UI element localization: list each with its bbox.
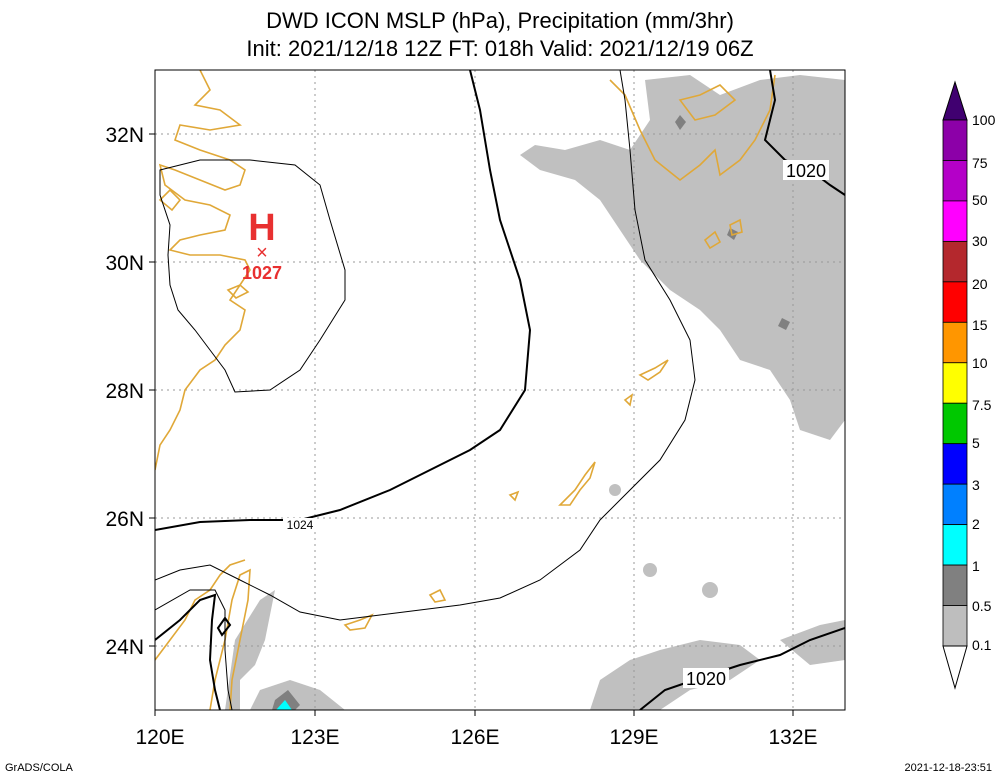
- precip-spot-2: [609, 484, 621, 496]
- coast-kyushu-2: [678, 84, 737, 121]
- map-subtitle: Init: 2021/12/18 12Z FT: 018h Valid: 202…: [246, 36, 754, 61]
- precip-cyan-patch: [276, 700, 292, 710]
- precip-patch-2: [778, 318, 790, 330]
- isobar-1028-high: [159, 159, 346, 393]
- coast-amami: [729, 218, 743, 237]
- coast-ryukyu-1: [638, 359, 669, 381]
- cb-label-1: 1: [972, 558, 980, 574]
- precip-colorbar: 100 75 50 30 20 15 10 7.5 5 3 2 1 0.5 0.…: [942, 80, 996, 690]
- precip-area-northeast: [520, 75, 845, 440]
- coast-china-mainland: [155, 70, 251, 471]
- coastlines: [155, 70, 776, 710]
- isobar-1024: [155, 70, 532, 531]
- coast-yaeyama: [343, 613, 374, 631]
- colorbar-bottom-arrow: [942, 645, 968, 690]
- x-tick-126e: 126E: [450, 726, 499, 749]
- cb-label-2: 2: [972, 516, 980, 532]
- colorbar-box: [942, 402, 968, 445]
- cb-label-75: 75: [972, 155, 988, 171]
- colorbar-box: [942, 119, 968, 161]
- precip-area-east: [780, 250, 845, 400]
- colorbar-labels: 100 75 50 30 20 15 10 7.5 5 3 2 1 0.5 0.…: [972, 112, 996, 653]
- y-tick-32n: 32N: [105, 124, 144, 147]
- isobar-label-1020-ne: 1020: [786, 161, 826, 181]
- colorbar-box: [942, 524, 968, 566]
- isobar-taiwan-2: [155, 589, 233, 710]
- y-tick-30n: 30N: [105, 252, 144, 275]
- coast-tanegashima: [703, 230, 722, 250]
- y-tick-26n: 26N: [105, 508, 144, 531]
- cb-label-7-5: 7.5: [972, 397, 992, 413]
- cb-label-100: 100: [972, 112, 996, 128]
- cb-label-15: 15: [972, 317, 988, 333]
- isobar-labels: 1024 1020 1020: [283, 160, 829, 689]
- high-value: 1027: [242, 263, 282, 283]
- coast-ryukyu-3: [508, 490, 520, 502]
- precip-spot-3: [643, 563, 657, 577]
- colorbar-box: [942, 605, 968, 647]
- colorbar-box: [942, 443, 968, 485]
- precip-area-southeast: [590, 640, 760, 710]
- axis-ticks: [149, 133, 794, 716]
- isobar-taiwan-3: [216, 616, 232, 637]
- colorbar-box: [942, 483, 968, 526]
- precip-area-southeast-2: [780, 620, 845, 665]
- x-tick-120e: 120E: [135, 726, 184, 749]
- precip-patch-4: [272, 690, 300, 710]
- x-tick-129e: 129E: [609, 726, 658, 749]
- colorbar-box: [942, 321, 968, 364]
- isobar-1022: [155, 70, 696, 621]
- x-tick-123e: 123E: [290, 726, 339, 749]
- cb-label-20: 20: [972, 276, 988, 292]
- colorbar-box: [942, 240, 968, 283]
- precip-patch-1: [675, 115, 686, 130]
- precip-spot-1: [702, 582, 718, 598]
- coast-jiangsu: [158, 188, 182, 212]
- coast-kyushu: [609, 74, 776, 182]
- coast-ryukyu-okinawa: [558, 461, 596, 506]
- cb-label-50: 50: [972, 192, 988, 208]
- coast-miyako: [428, 588, 447, 603]
- isobar-1020-southeast: [639, 627, 845, 710]
- high-marker: H: [248, 207, 275, 249]
- precip-area-south-2: [250, 680, 345, 710]
- isobars: [155, 70, 845, 710]
- cb-label-30: 30: [972, 233, 988, 249]
- y-tick-28n: 28N: [105, 380, 144, 403]
- coast-ryukyu-2: [623, 393, 634, 407]
- high-cross-icon: ×: [256, 242, 268, 264]
- high-pressure-center: H × 1027: [242, 207, 282, 283]
- precip-area-south: [225, 590, 275, 710]
- isobar-label-1024: 1024: [287, 518, 314, 532]
- x-axis-labels: 120E 123E 126E 129E 132E: [135, 726, 817, 749]
- colorbar-box: [942, 362, 968, 404]
- colorbar-box: [942, 160, 968, 202]
- y-axis-labels: 32N 30N 28N 26N 24N: [105, 124, 144, 659]
- coast-zhoushan: [226, 284, 250, 299]
- footer-credit: GrADS/COLA: [5, 762, 73, 774]
- colorbar-box: [942, 200, 968, 242]
- cb-label-3: 3: [972, 477, 980, 493]
- coast-fujian: [155, 559, 246, 661]
- precip-shading: [225, 75, 845, 710]
- cb-label-0-1: 0.1: [972, 637, 992, 653]
- precip-spot-4: [824, 634, 836, 646]
- y-tick-24n: 24N: [105, 636, 144, 659]
- coast-taiwan: [209, 568, 251, 710]
- isobar-label-1020-se: 1020: [686, 669, 726, 689]
- cb-label-10: 10: [972, 355, 988, 371]
- isobar-taiwan-1: [155, 593, 221, 710]
- cb-label-0-5: 0.5: [972, 598, 992, 614]
- cb-label-5: 5: [972, 435, 980, 451]
- map-title: DWD ICON MSLP (hPa), Precipitation (mm/3…: [266, 8, 734, 33]
- map-content: H × 1027 1024 1020 1020: [155, 70, 845, 710]
- colorbar-box: [942, 281, 968, 323]
- footer-timestamp: 2021-12-18-23:51: [904, 762, 992, 774]
- colorbar-top-arrow: [942, 80, 968, 121]
- colorbar-box: [942, 564, 968, 606]
- x-tick-132e: 132E: [768, 726, 817, 749]
